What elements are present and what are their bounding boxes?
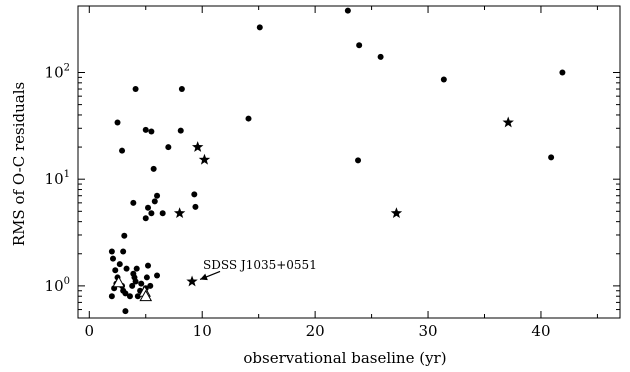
- data-point-circle: [344, 7, 351, 14]
- data-point-circle: [121, 232, 128, 239]
- data-point-circle: [559, 69, 566, 76]
- data-point-circle: [133, 265, 140, 272]
- data-point-circle: [151, 198, 158, 205]
- data-point-circle: [142, 215, 149, 222]
- data-point-circle: [134, 293, 141, 300]
- data-point-circle: [148, 210, 155, 217]
- data-point-circle: [116, 261, 123, 268]
- data-point-circle: [159, 210, 166, 217]
- y-tick-label: 100: [45, 276, 70, 295]
- data-point-circle: [178, 86, 185, 93]
- data-point-star: [390, 207, 403, 219]
- data-point-circle: [110, 255, 117, 262]
- data-point-circle: [108, 293, 115, 300]
- data-point-star: [198, 153, 211, 165]
- data-point-circle: [126, 293, 133, 300]
- data-point-circle: [377, 53, 384, 60]
- data-point-circle: [147, 282, 154, 289]
- data-point-circle: [122, 290, 129, 297]
- y-tick-label: 101: [45, 169, 70, 188]
- data-point-circle: [548, 154, 555, 161]
- data-point-circle: [129, 282, 136, 289]
- plot-frame: [77, 5, 621, 319]
- data-point-triangle: [112, 275, 125, 288]
- data-point-circle: [256, 24, 263, 31]
- data-point-circle: [191, 191, 198, 198]
- data-point-circle: [192, 203, 199, 210]
- data-point-circle: [154, 192, 161, 199]
- data-point-circle: [440, 76, 447, 83]
- x-axis-label: observational baseline (yr): [243, 349, 446, 367]
- data-point-circle: [145, 204, 152, 211]
- x-tick-label: 30: [418, 322, 437, 340]
- data-points: [108, 7, 566, 315]
- data-point-circle: [138, 280, 145, 287]
- data-point-circle: [355, 157, 362, 164]
- data-point-circle: [142, 126, 149, 133]
- data-point-circle: [148, 128, 155, 135]
- data-point-circle: [356, 42, 363, 49]
- data-point-circle: [108, 248, 115, 255]
- data-point-circle: [132, 278, 139, 285]
- data-point-circle: [154, 272, 161, 279]
- data-point-star: [191, 141, 204, 152]
- plot-area: [77, 5, 621, 319]
- data-point-circle: [145, 262, 152, 269]
- data-point-circle: [119, 147, 126, 154]
- x-axis: 0 10 20 30 40: [85, 6, 598, 340]
- y-tick-label: 102: [45, 62, 70, 81]
- data-point-circle: [123, 265, 130, 272]
- data-point-circle: [122, 308, 129, 315]
- data-point-star: [502, 116, 514, 128]
- annotation-text: SDSS J1035+0551: [203, 258, 317, 272]
- x-tick-label: 20: [306, 322, 325, 340]
- data-point-circle: [114, 119, 121, 126]
- x-tick-label: 40: [531, 322, 550, 340]
- data-point-circle: [177, 127, 184, 134]
- data-point-circle: [132, 86, 139, 93]
- data-point-circle: [120, 248, 127, 255]
- x-tick-label: 10: [193, 322, 212, 340]
- data-point-circle: [165, 144, 172, 151]
- data-point-triangle: [139, 289, 153, 302]
- data-point-circle: [112, 267, 119, 274]
- data-point-star: [186, 275, 198, 287]
- annotation: SDSS J1035+0551: [199, 258, 317, 281]
- y-axis-label: RMS of O-C residuals: [10, 82, 28, 246]
- data-point-star: [173, 207, 186, 219]
- data-point-circle: [143, 274, 150, 281]
- data-point-circle: [245, 115, 252, 122]
- y-axis: 100 101 102: [45, 62, 620, 319]
- data-point-circle: [130, 199, 137, 206]
- data-point-circle: [150, 165, 157, 172]
- annotation-arrow-head: [200, 273, 208, 281]
- x-tick-label: 0: [85, 322, 95, 340]
